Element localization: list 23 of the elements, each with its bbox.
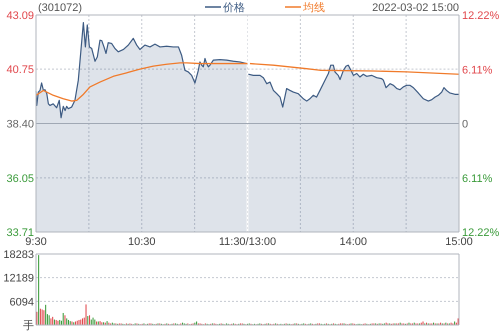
x-tick-label: 11:30/13:00	[218, 236, 276, 248]
y-tick-label: 36.05	[6, 172, 34, 185]
text: 12.22%	[462, 227, 500, 239]
text: 2022-03-02 15:00	[372, 2, 459, 14]
y-tick-label: 12189	[3, 272, 34, 285]
legend-label: 均线	[302, 1, 325, 14]
y-tick-label: 18283	[3, 249, 34, 261]
text: 6.11%	[462, 64, 492, 76]
text: 6.11%	[462, 172, 492, 185]
y-tick-label: 手	[23, 319, 34, 332]
x-tick-label: 9:30	[25, 236, 47, 248]
x-tick-label: 15:00	[445, 236, 473, 248]
y-tick-label: 38.40	[6, 118, 34, 130]
y-tick-label: 40.75	[6, 64, 34, 76]
text: 0	[462, 118, 468, 130]
text: 12.22%	[462, 10, 500, 22]
chart-title: (301072)	[38, 2, 82, 14]
x-tick-label: 14:00	[339, 236, 368, 248]
y-tick-label: 43.09	[6, 10, 34, 22]
legend-label: 价格	[222, 2, 245, 14]
y-tick-label: 33.71	[6, 227, 34, 239]
x-tick-label: 10:30	[128, 236, 156, 248]
y-tick-label: 6094	[10, 296, 34, 308]
